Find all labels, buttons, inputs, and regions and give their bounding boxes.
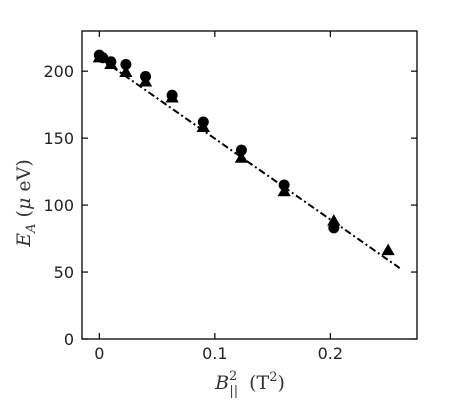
triangle-point <box>381 243 395 256</box>
x-label-unit-close: ) <box>278 372 285 394</box>
triangle-point <box>138 74 153 87</box>
x-label-unit-superscript: 2 <box>269 370 277 385</box>
axes-box <box>81 30 418 340</box>
x-label-unit: (T <box>243 372 269 394</box>
x-label-subscript: || <box>229 384 238 399</box>
triangle-point <box>327 214 341 226</box>
circle-series <box>93 49 340 234</box>
y-label-subscript: A <box>24 223 39 233</box>
y-label-unit: ( <box>13 210 35 223</box>
svg-text:B2|| (T2): B2 || (T2) <box>214 369 285 399</box>
x-label-superscript: 2 <box>229 369 237 384</box>
y-tick-label: 50 <box>54 263 74 282</box>
triangle-point <box>196 120 210 132</box>
y-tick-label: 150 <box>43 129 74 148</box>
x-tick-label: 0 <box>94 344 104 363</box>
plot-area <box>81 30 418 340</box>
triangle-point <box>234 151 249 163</box>
x-label-symbol: B <box>214 372 229 394</box>
triangle-point <box>119 65 133 78</box>
triangle-point <box>165 90 179 103</box>
y-tick-label: 100 <box>43 196 74 215</box>
y-tick-label: 0 <box>64 330 74 349</box>
fit-line <box>98 56 401 269</box>
y-axis-label: EA (μ eV) <box>13 159 39 248</box>
triangle-point <box>277 184 291 197</box>
svg-text:EA (μ eV): EA (μ eV) <box>13 159 39 248</box>
y-label-symbol: E <box>13 233 35 248</box>
y-tick-label: 200 <box>43 62 74 81</box>
x-tick-label: 0.1 <box>202 344 227 363</box>
triangle-point <box>104 57 118 70</box>
circle-point <box>235 144 247 156</box>
y-axis-ticks: 0 50 100 150 200 <box>43 62 417 349</box>
x-tick-label: 0.2 <box>318 344 343 363</box>
circle-point <box>120 58 132 70</box>
x-axis-ticks: 0 0.1 0.2 <box>94 31 343 363</box>
x-axis-label: B2 || (T2) <box>214 369 285 399</box>
triangle-series <box>92 50 395 256</box>
y-label-mu: μ <box>13 198 35 210</box>
y-label-unit-ev: eV) <box>13 159 35 197</box>
triangle-point <box>92 50 106 63</box>
